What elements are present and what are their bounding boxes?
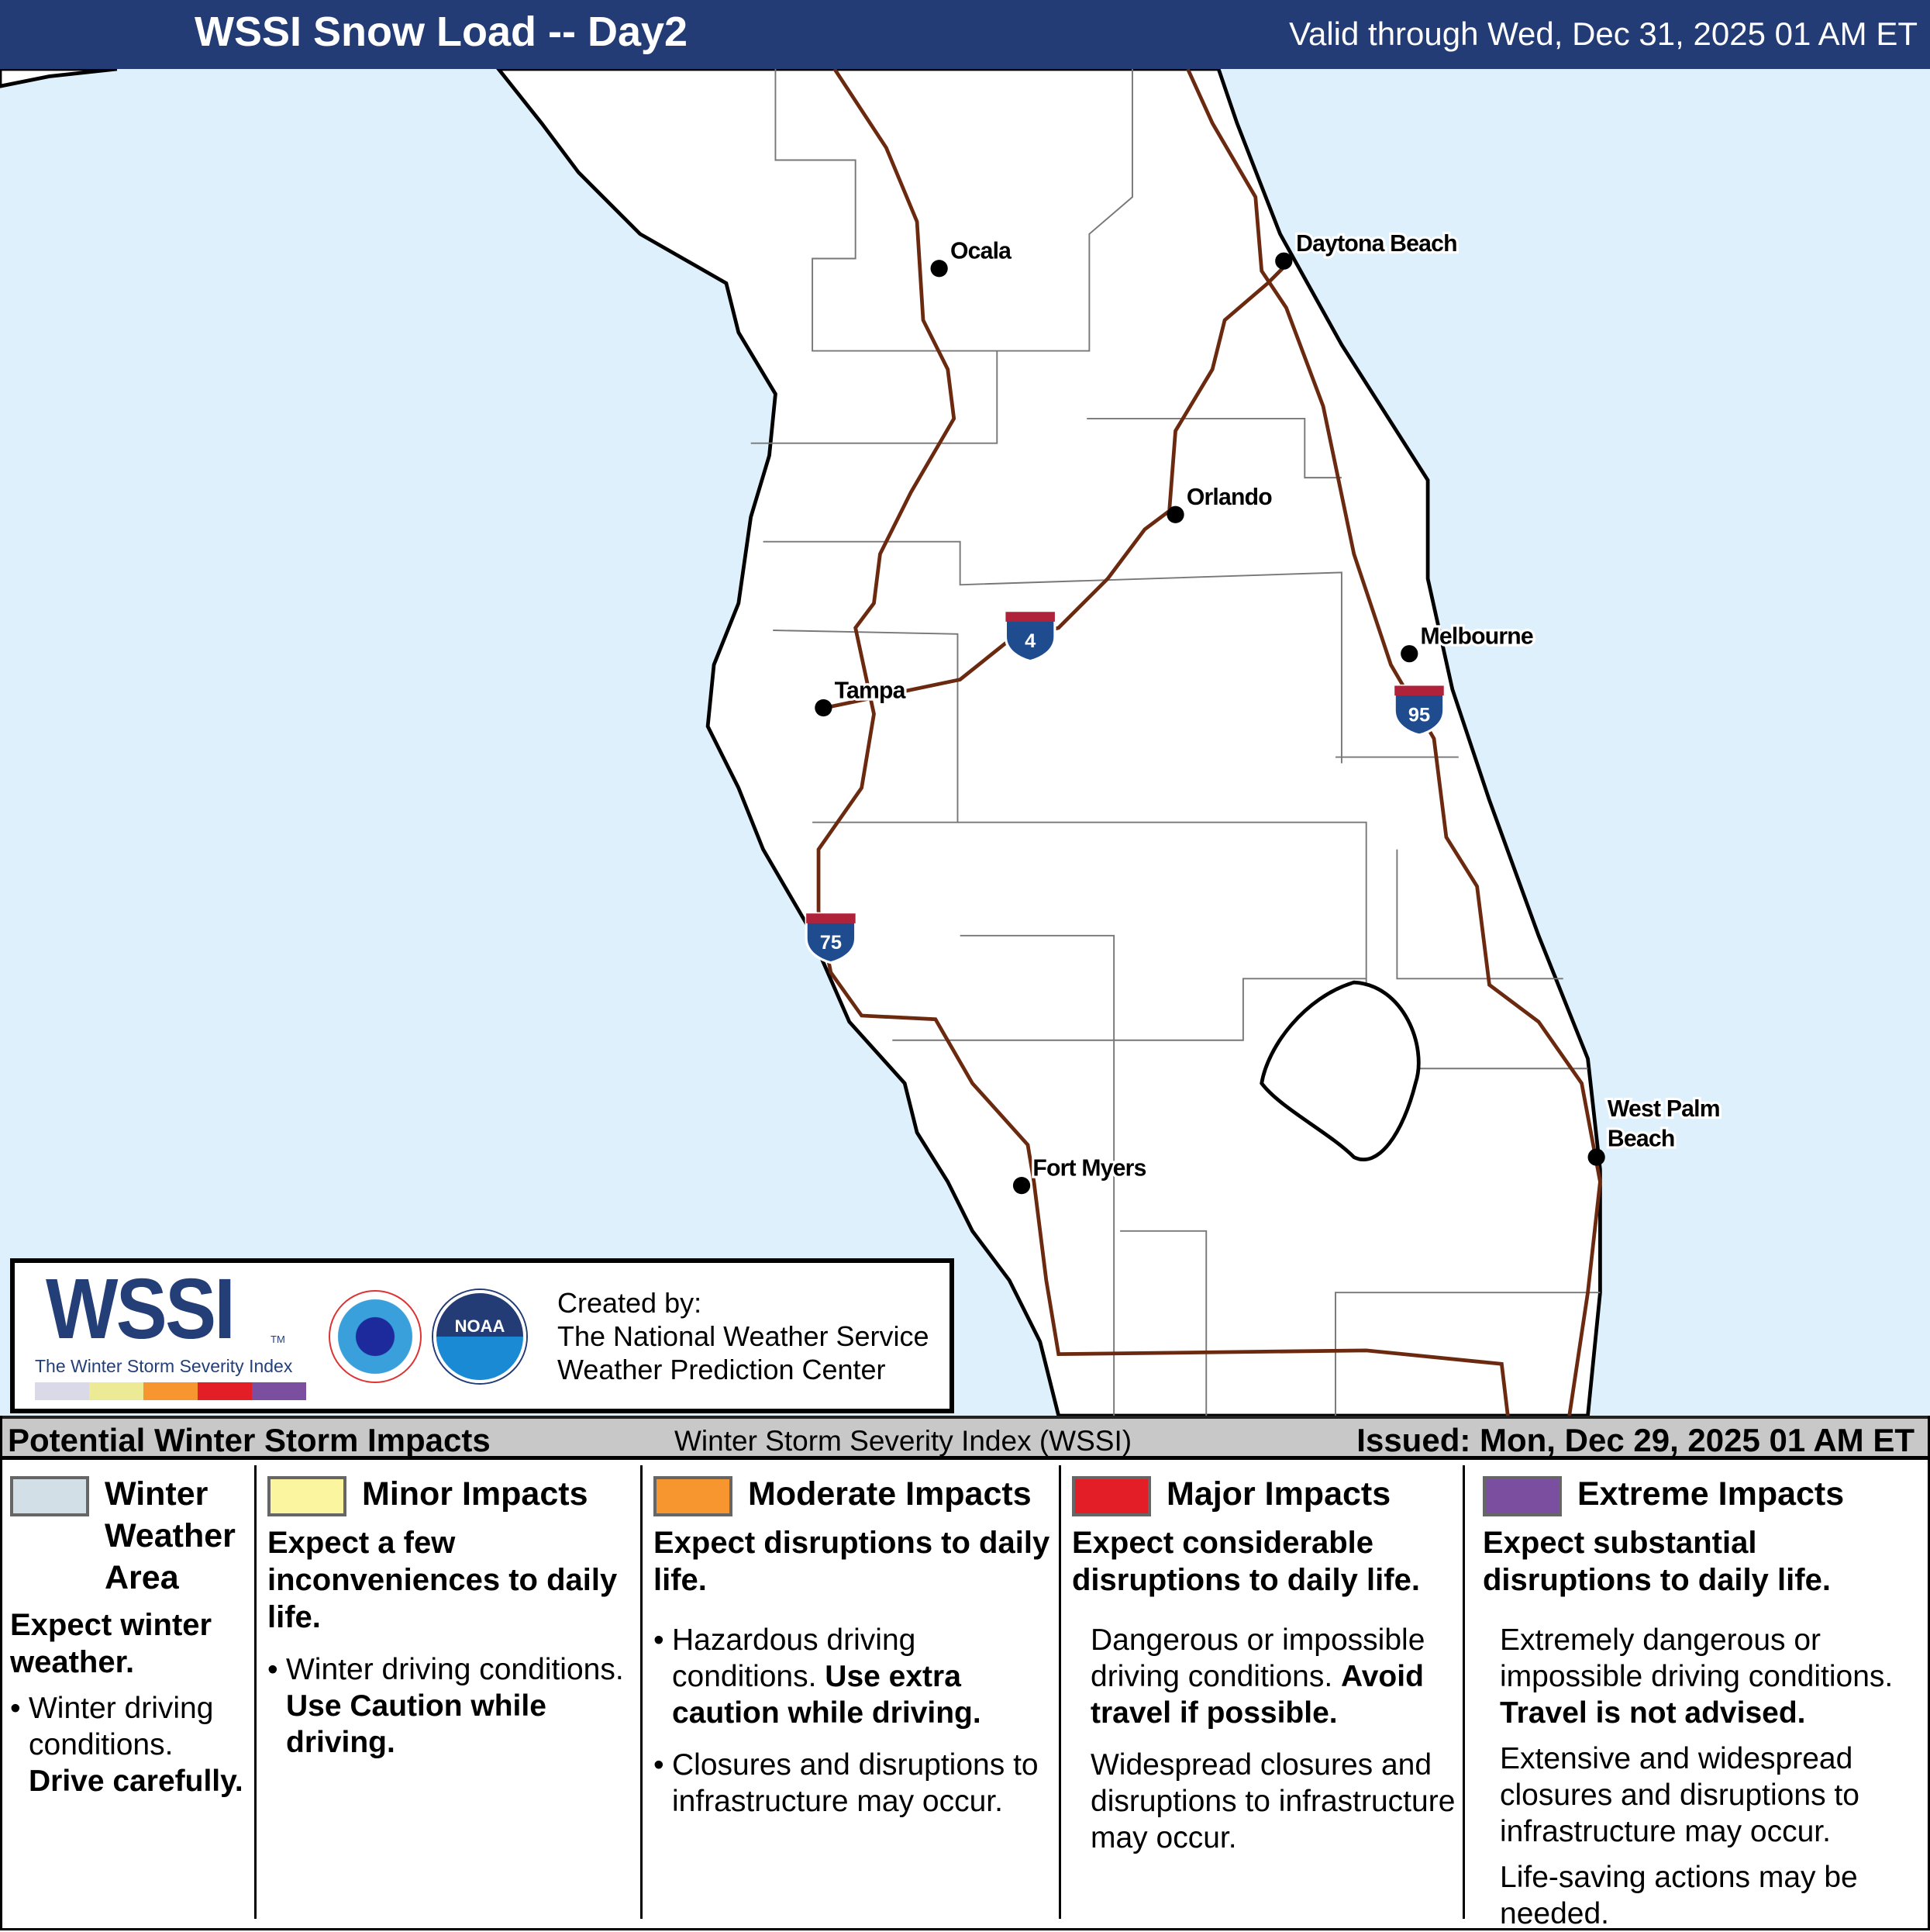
interstate-shield-icon: 75 bbox=[805, 912, 857, 964]
divider bbox=[1463, 1465, 1465, 1919]
i95-route bbox=[1186, 69, 1602, 1416]
credits: Created by: The National Weather Service W… bbox=[557, 1287, 929, 1385]
svg-text:75: 75 bbox=[820, 932, 842, 954]
noaa-seal-icon: NOAA bbox=[433, 1290, 526, 1383]
legend-moderate: Moderate Impacts Expect disruptions to d… bbox=[653, 1465, 1056, 1923]
i75-route bbox=[816, 69, 1510, 1416]
map-title: WSSI Snow Load -- Day2 bbox=[195, 9, 688, 55]
interstate-shield-icon: 4 bbox=[1004, 610, 1056, 663]
city-label-west-palm-beach-2: Beach bbox=[1608, 1126, 1675, 1151]
lake-okeechobee bbox=[1260, 980, 1421, 1161]
wssi-logo: WSSI bbox=[46, 1269, 234, 1350]
divider bbox=[254, 1465, 257, 1919]
svg-text:4: 4 bbox=[1025, 630, 1036, 652]
legend-winter-weather-area: Winter Weather Area Expect winter weathe… bbox=[10, 1465, 254, 1923]
legend-subtitle: Winter Storm Severity Index (WSSI) bbox=[674, 1425, 1132, 1457]
city-label-orlando: Orlando bbox=[1187, 485, 1272, 510]
city-label-ocala: Ocala bbox=[950, 239, 1012, 264]
interstates bbox=[816, 69, 1602, 1416]
legend-minor: Minor Impacts Expect a few inconvenience… bbox=[267, 1465, 639, 1923]
city-label-west-palm-beach: West Palm bbox=[1608, 1096, 1720, 1122]
header-bar: WSSI Snow Load -- Day2 Valid through Wed… bbox=[0, 0, 1930, 69]
legend-major: Major Impacts Expect considerable disrup… bbox=[1072, 1475, 1456, 1854]
city-label-melbourne: Melbourne bbox=[1421, 623, 1533, 649]
interstate-shield-icon: 95 bbox=[1393, 684, 1446, 737]
wssi-trademark: TM bbox=[271, 1333, 285, 1345]
legend-title: Potential Winter Storm Impacts bbox=[8, 1422, 491, 1458]
city-label-tampa: Tampa bbox=[835, 678, 906, 703]
valid-time: Valid through Wed, Dec 31, 2025 01 AM ET bbox=[1289, 16, 1918, 52]
legend-extreme: Extreme Impacts Expect substantial disru… bbox=[1483, 1475, 1894, 1930]
city-label-fort-myers: Fort Myers bbox=[1032, 1155, 1146, 1181]
svg-text:95: 95 bbox=[1408, 705, 1430, 726]
swatch-moderate bbox=[653, 1476, 732, 1516]
issued-time: Issued: Mon, Dec 29, 2025 01 AM ET bbox=[1356, 1422, 1914, 1458]
logo-box: WSSI TM The Winter Storm Severity Index … bbox=[10, 1258, 954, 1413]
nws-seal-icon bbox=[329, 1290, 422, 1383]
wssi-subtitle: The Winter Storm Severity Index bbox=[35, 1356, 293, 1376]
swatch-extreme bbox=[1483, 1476, 1562, 1516]
swatch-major bbox=[1072, 1476, 1151, 1516]
city-label-daytona-beach: Daytona Beach bbox=[1296, 231, 1457, 257]
map: Ocala Daytona Beach Orlando Melbourne Ta… bbox=[0, 69, 1930, 1416]
land-fragment bbox=[0, 69, 118, 88]
i4-route bbox=[824, 263, 1288, 710]
legend-header-bar: Potential Winter Storm Impacts Winter St… bbox=[0, 1416, 1930, 1460]
swatch-minor bbox=[267, 1476, 346, 1516]
swatch-winter bbox=[10, 1476, 89, 1516]
wssi-color-bar bbox=[35, 1382, 306, 1400]
divider bbox=[640, 1465, 643, 1919]
divider bbox=[1059, 1465, 1061, 1919]
city-dots bbox=[815, 252, 1605, 1195]
